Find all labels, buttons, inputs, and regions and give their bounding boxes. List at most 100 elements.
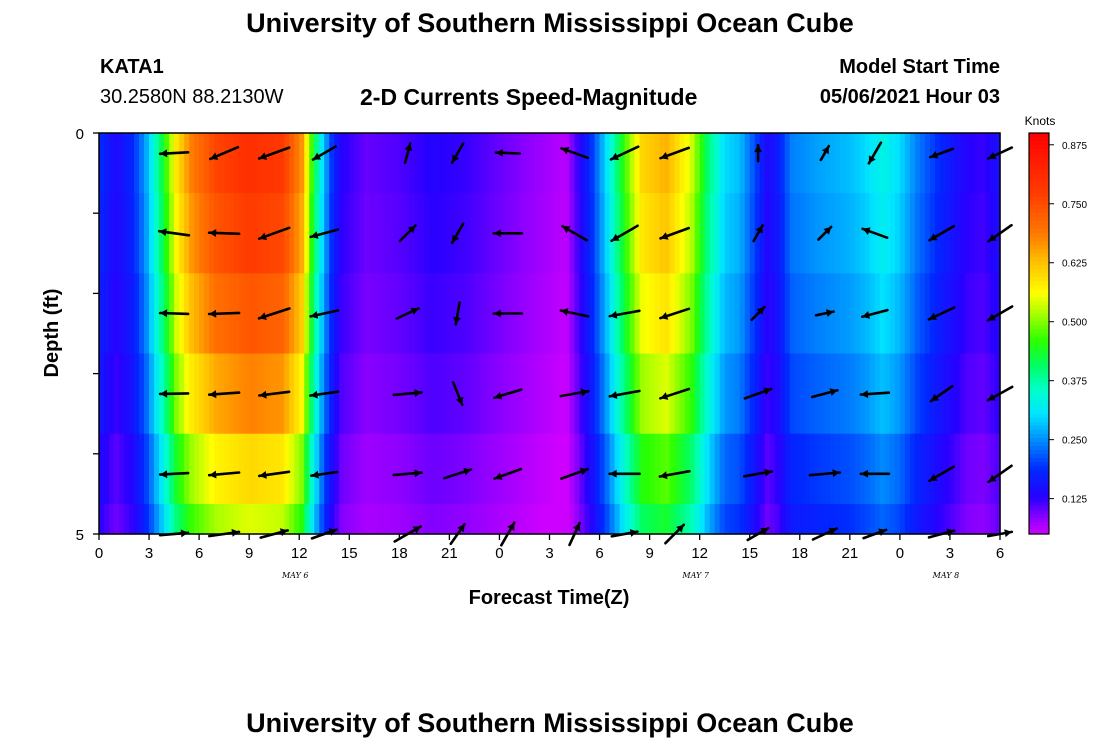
heatmap-cell	[719, 353, 726, 435]
x-tick-label: 12	[691, 545, 708, 562]
heatmap-cell	[369, 133, 375, 194]
heatmap-cell	[854, 193, 861, 274]
heatmap-cell	[829, 273, 836, 355]
heatmap-cell	[889, 433, 896, 505]
heatmap-cell	[994, 503, 1001, 535]
heatmap-cell	[174, 503, 180, 535]
heatmap-cell	[414, 193, 420, 274]
heatmap-cell	[304, 133, 310, 194]
heatmap-cell	[834, 503, 841, 535]
heatmap-cell	[269, 503, 275, 535]
heatmap-cell	[609, 433, 616, 505]
heatmap-cell	[604, 273, 611, 355]
heatmap-cell	[834, 273, 841, 355]
x-tick-label: 21	[441, 545, 458, 562]
heatmap-cell	[749, 133, 756, 194]
heatmap-cell	[184, 503, 190, 535]
vector-head	[209, 229, 217, 237]
current-vector	[808, 469, 842, 478]
heatmap-cell	[559, 273, 566, 355]
heatmap-cell	[334, 273, 340, 355]
heatmap-cell	[684, 273, 691, 355]
heatmap-cell	[759, 433, 766, 505]
heatmap-cell	[439, 133, 445, 194]
heatmap-cell	[454, 133, 460, 194]
heatmap-cell	[714, 273, 721, 355]
colorbar-step	[1029, 345, 1049, 351]
vector-head	[310, 231, 319, 239]
heatmap-cell	[779, 133, 786, 194]
heatmap-cell	[799, 433, 806, 505]
heatmap-cell	[259, 133, 265, 194]
heatmap-cell	[844, 503, 851, 535]
heatmap-cell	[834, 133, 841, 194]
heatmap-cell	[699, 193, 706, 274]
heatmap-cell	[169, 503, 175, 535]
colorbar-step	[1029, 509, 1049, 515]
heatmap-cell	[599, 273, 606, 355]
heatmap-cell	[359, 503, 365, 535]
heatmap-cell	[99, 133, 105, 194]
heatmap-cell	[214, 133, 220, 194]
heatmap-cell	[339, 133, 345, 194]
vector-head	[930, 151, 939, 159]
heatmap-cell	[419, 273, 425, 355]
colorbar-step	[1029, 217, 1049, 222]
heatmap-cell	[879, 193, 886, 274]
heatmap-cell	[914, 193, 921, 274]
heatmap-cell	[449, 193, 455, 274]
x-tick-label: 3	[145, 545, 153, 562]
heatmap-cell	[669, 433, 676, 505]
heatmap-cell	[949, 503, 956, 535]
heatmap-cell	[189, 133, 195, 194]
heatmap-cell	[874, 503, 881, 535]
heatmap-cell	[374, 273, 380, 355]
heatmap-cell	[699, 503, 706, 535]
date-label: MAY 7	[681, 571, 709, 580]
vector-head	[763, 387, 772, 395]
heatmap-cell	[724, 353, 731, 435]
heatmap-cell	[359, 193, 365, 274]
heatmap-cell	[189, 273, 195, 355]
heatmap-cell	[219, 133, 225, 194]
heatmap-cell	[889, 353, 896, 435]
heatmap-cell	[289, 193, 295, 274]
heatmap-cell	[119, 503, 125, 535]
heatmap-cell	[429, 133, 435, 194]
heatmap-cell	[559, 133, 566, 194]
heatmap-cell	[859, 433, 866, 505]
heatmap-cell	[239, 433, 245, 505]
heatmap-cell	[554, 433, 561, 505]
vector-head	[414, 469, 422, 478]
heatmap-cell	[994, 433, 1001, 505]
current-vector	[561, 225, 589, 242]
vector-head	[414, 389, 422, 397]
heatmap-cell	[364, 193, 370, 274]
heatmap-cell	[764, 353, 771, 435]
heatmap-cell	[489, 193, 496, 274]
current-vector	[859, 469, 891, 478]
heatmap-cell	[134, 503, 140, 535]
heatmap-cell	[694, 133, 701, 194]
current-vector	[309, 309, 340, 319]
heatmap-cell	[494, 133, 501, 194]
colorbar-ticks: 0.875 0.750 0.625 0.500 0.375 0.250 0.125	[1049, 141, 1087, 506]
heatmap-cell	[329, 503, 335, 535]
heatmap-cell	[979, 193, 986, 274]
heatmap-cell	[369, 193, 375, 274]
heatmap-cell	[764, 433, 771, 505]
heatmap-cell	[729, 433, 736, 505]
heatmap-cell	[959, 503, 966, 535]
colorbar-step	[1029, 269, 1049, 274]
heatmap-cell	[179, 133, 185, 194]
heatmap-cell	[359, 353, 365, 435]
heatmap-cell	[534, 193, 541, 274]
colorbar-step	[1029, 149, 1049, 154]
colorbar-step	[1029, 521, 1049, 527]
vector-head	[821, 146, 829, 155]
heatmap-cell	[394, 273, 400, 355]
heatmap-cell	[924, 503, 931, 535]
heatmap-cell	[614, 193, 621, 274]
heatmap-cell	[819, 503, 826, 535]
heatmap-cell	[914, 273, 921, 355]
